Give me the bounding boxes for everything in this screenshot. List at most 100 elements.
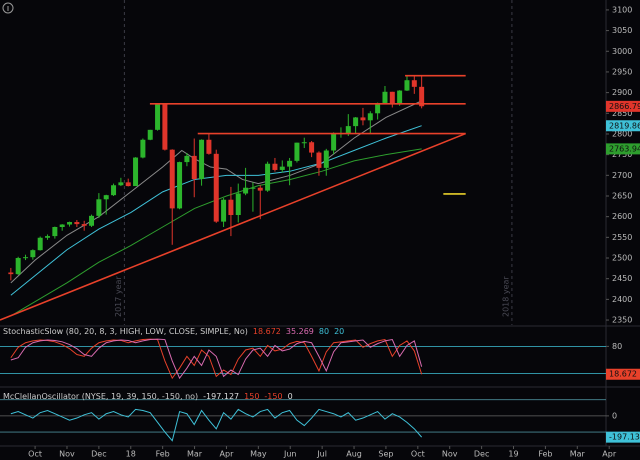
candle-body bbox=[397, 90, 403, 105]
candle-body bbox=[404, 80, 410, 91]
candle-body bbox=[133, 157, 139, 187]
candle-body bbox=[265, 163, 271, 191]
candle-body bbox=[30, 250, 36, 258]
x-tick-label: Mar bbox=[187, 450, 203, 459]
y-tick-label: 2600 bbox=[612, 212, 632, 221]
indicator-level: -150 bbox=[264, 392, 282, 401]
x-tick-label: Nov bbox=[59, 450, 75, 459]
candle-body bbox=[331, 133, 337, 151]
indicator-header: StochasticSlow (80, 20, 8, 3, HIGH, LOW,… bbox=[3, 327, 344, 336]
candle-body bbox=[191, 155, 197, 180]
last-value-box bbox=[606, 431, 640, 443]
candle-body bbox=[279, 166, 285, 170]
x-tick-label: Aug bbox=[346, 450, 362, 459]
indicator-level: 0 bbox=[288, 392, 293, 401]
x-tick-label: Feb bbox=[156, 450, 170, 459]
candle-body bbox=[96, 199, 102, 216]
last-value-label: -197.13 bbox=[609, 433, 640, 442]
x-tick-label: Feb bbox=[538, 450, 552, 459]
candle-body bbox=[228, 199, 234, 216]
x-tick-label: Apr bbox=[602, 450, 617, 459]
candle-body bbox=[309, 142, 315, 153]
candle-body bbox=[52, 227, 58, 237]
indicator-level: 80 bbox=[319, 327, 329, 336]
candle-body bbox=[294, 142, 300, 161]
y-tick-label: 0 bbox=[612, 411, 617, 420]
x-tick-label: 19 bbox=[508, 450, 518, 459]
y-tick-label: 3050 bbox=[612, 26, 632, 35]
candle-body bbox=[287, 160, 293, 167]
candle-body bbox=[147, 129, 153, 140]
moving-average bbox=[10, 148, 422, 317]
indicator-value: 18.672 bbox=[253, 327, 281, 336]
indicator-line bbox=[10, 408, 423, 442]
last-value-label: 18.672 bbox=[609, 370, 637, 379]
x-tick-label: 18 bbox=[126, 450, 136, 459]
candle-body bbox=[59, 224, 65, 228]
candle-body bbox=[272, 163, 278, 170]
candle-body bbox=[367, 113, 373, 121]
candle-body bbox=[301, 142, 307, 144]
last-value-box bbox=[606, 368, 640, 380]
price-label: 2866.79 bbox=[609, 102, 640, 111]
y-tick-label: 80 bbox=[612, 342, 622, 351]
indicator-level: 150 bbox=[244, 392, 259, 401]
candle-body bbox=[419, 86, 425, 107]
candle-body bbox=[23, 257, 29, 259]
candle-body bbox=[169, 149, 175, 209]
candle-body bbox=[213, 153, 219, 222]
candle-body bbox=[257, 187, 263, 191]
candle-body bbox=[323, 150, 329, 168]
candle-body bbox=[155, 103, 161, 130]
candle-body bbox=[37, 237, 43, 251]
y-tick-label: 2800 bbox=[612, 129, 632, 138]
candle-body bbox=[177, 162, 183, 209]
y-tick-label: 2900 bbox=[612, 88, 632, 97]
y-tick-label: 2550 bbox=[612, 233, 632, 242]
candle-body bbox=[118, 182, 124, 186]
candle-body bbox=[89, 215, 95, 226]
y-tick-label: 3000 bbox=[612, 47, 632, 56]
indicator-level: 20 bbox=[334, 327, 344, 336]
candle-body bbox=[45, 236, 51, 238]
period-label: 2017 year bbox=[114, 276, 123, 317]
y-tick-label: 2650 bbox=[612, 191, 632, 200]
y-tick-label: 2700 bbox=[612, 171, 632, 180]
candle-body bbox=[206, 139, 212, 154]
candle-body bbox=[250, 187, 256, 189]
indicator-line bbox=[10, 338, 423, 380]
x-tick-label: Mar bbox=[570, 450, 586, 459]
candle-body bbox=[8, 272, 14, 275]
candle-body bbox=[111, 185, 117, 196]
x-tick-label: Jul bbox=[316, 450, 327, 459]
candle-body bbox=[375, 102, 381, 114]
y-tick-label: 2750 bbox=[612, 150, 632, 159]
x-tick-label: Apr bbox=[220, 450, 235, 459]
candle-body bbox=[345, 126, 351, 134]
candle-body bbox=[316, 152, 322, 168]
indicator-value: -197.127 bbox=[203, 392, 239, 401]
trendline bbox=[0, 132, 466, 321]
moving-average bbox=[10, 100, 422, 284]
y-tick-label: 2950 bbox=[612, 67, 632, 76]
info-icon[interactable] bbox=[2, 2, 14, 14]
y-tick-label: 2500 bbox=[612, 254, 632, 263]
y-tick-label: 2850 bbox=[612, 109, 632, 118]
x-tick-label: Oct bbox=[411, 450, 425, 459]
indicator-value: 35.269 bbox=[286, 327, 314, 336]
y-tick-label: 2400 bbox=[612, 295, 632, 304]
candle-body bbox=[103, 195, 109, 200]
candle-body bbox=[15, 258, 21, 275]
candle-body bbox=[125, 182, 131, 187]
period-label: 2018 year bbox=[501, 276, 510, 317]
candle-body bbox=[140, 139, 146, 158]
indicator-line bbox=[10, 338, 423, 380]
candle-body bbox=[360, 117, 366, 121]
candle-body bbox=[353, 117, 359, 127]
x-tick-label: Oct bbox=[28, 450, 42, 459]
candle-body bbox=[184, 155, 190, 163]
price-label: 2763.94 bbox=[609, 144, 640, 153]
price-label-box bbox=[606, 100, 640, 112]
x-tick-label: May bbox=[250, 450, 267, 459]
